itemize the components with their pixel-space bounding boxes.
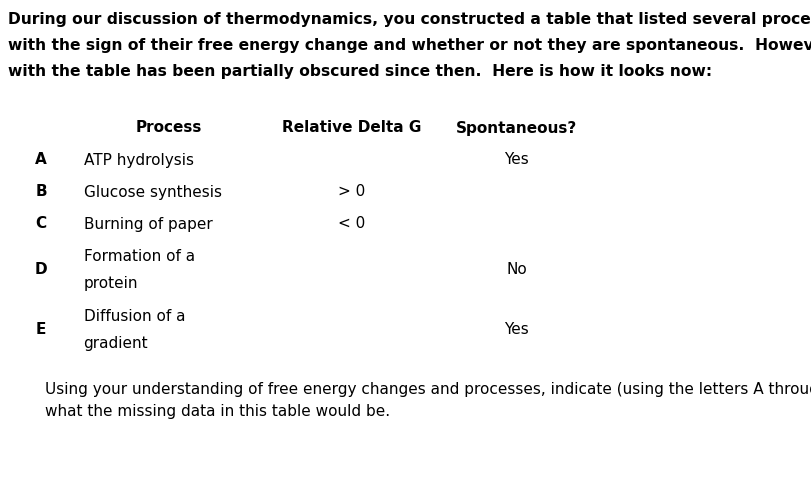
Text: Process: Process (135, 120, 202, 136)
Text: Burning of paper: Burning of paper (84, 216, 212, 232)
Text: D: D (35, 262, 47, 278)
Text: Yes: Yes (504, 152, 529, 168)
Text: Diffusion of a: Diffusion of a (84, 310, 185, 324)
Text: A: A (35, 152, 47, 168)
Text: > 0: > 0 (338, 184, 365, 200)
Text: Using your understanding of free energy changes and processes, indicate (using t: Using your understanding of free energy … (45, 382, 811, 397)
Text: C: C (36, 216, 46, 232)
Text: E: E (36, 322, 46, 338)
Text: During our discussion of thermodynamics, you constructed a table that listed sev: During our discussion of thermodynamics,… (8, 12, 811, 27)
Text: Relative Delta G: Relative Delta G (281, 120, 421, 136)
Text: < 0: < 0 (338, 216, 365, 232)
Text: protein: protein (84, 276, 138, 290)
Text: with the sign of their free energy change and whether or not they are spontaneou: with the sign of their free energy chang… (8, 38, 811, 53)
Text: No: No (506, 262, 527, 278)
Text: Spontaneous?: Spontaneous? (456, 120, 577, 136)
Text: B: B (35, 184, 47, 200)
Text: Formation of a: Formation of a (84, 250, 195, 264)
Text: with the table has been partially obscured since then.  Here is how it looks now: with the table has been partially obscur… (8, 64, 712, 79)
Text: Yes: Yes (504, 322, 529, 338)
Text: gradient: gradient (84, 336, 148, 350)
Text: ATP hydrolysis: ATP hydrolysis (84, 152, 194, 168)
Text: what the missing data in this table would be.: what the missing data in this table woul… (45, 404, 390, 419)
Text: Glucose synthesis: Glucose synthesis (84, 184, 221, 200)
